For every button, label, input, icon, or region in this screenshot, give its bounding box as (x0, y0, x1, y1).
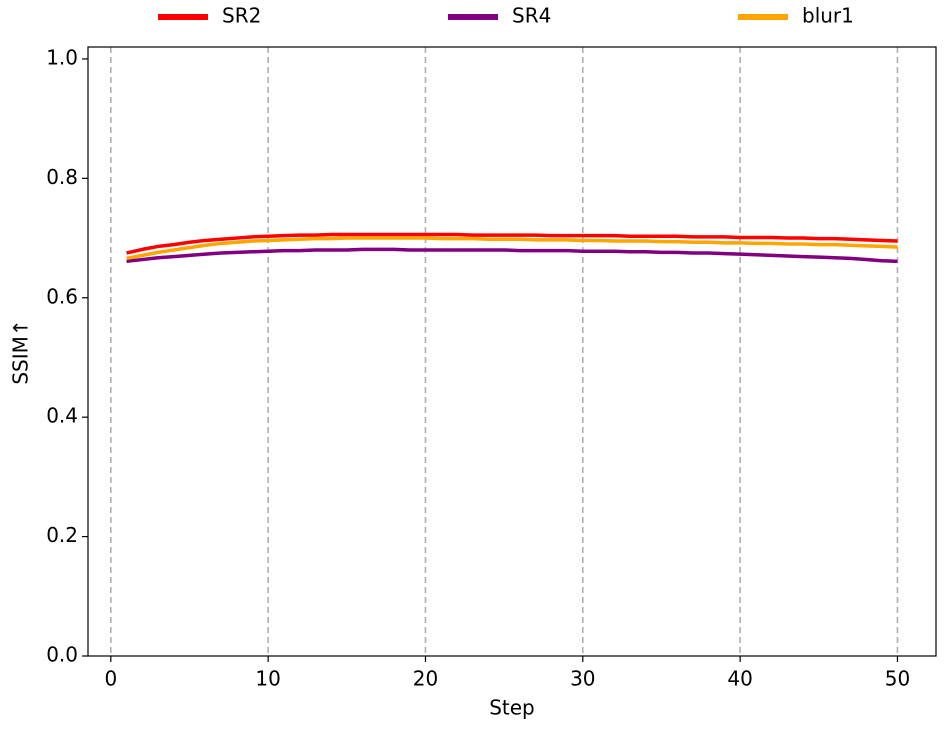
x-tick-label: 30 (570, 667, 595, 691)
x-tick-label: 0 (104, 667, 117, 691)
line-series (126, 247, 898, 264)
y-tick-label: 1.0 (46, 45, 78, 69)
y-tick-label: 0.2 (46, 523, 78, 547)
y-tick-label: 0.4 (46, 404, 78, 428)
legend-label: SR4 (512, 4, 551, 28)
x-axis-label: Step (489, 696, 535, 720)
legend-label: SR2 (222, 4, 261, 28)
x-tick-label: 50 (885, 667, 910, 691)
y-axis-label: SSIM↑ (9, 319, 33, 384)
legend-label: blur1 (802, 4, 854, 28)
line-series (126, 232, 898, 255)
y-tick-label: 0.6 (46, 284, 78, 308)
x-tick-label: 40 (727, 667, 752, 691)
y-tick-label: 0.0 (46, 643, 78, 667)
line-series (126, 236, 898, 261)
x-tick-label: 10 (255, 667, 280, 691)
y-tick-label: 0.8 (46, 165, 78, 189)
plot-frame (87, 46, 937, 657)
x-tick-label: 20 (413, 667, 438, 691)
